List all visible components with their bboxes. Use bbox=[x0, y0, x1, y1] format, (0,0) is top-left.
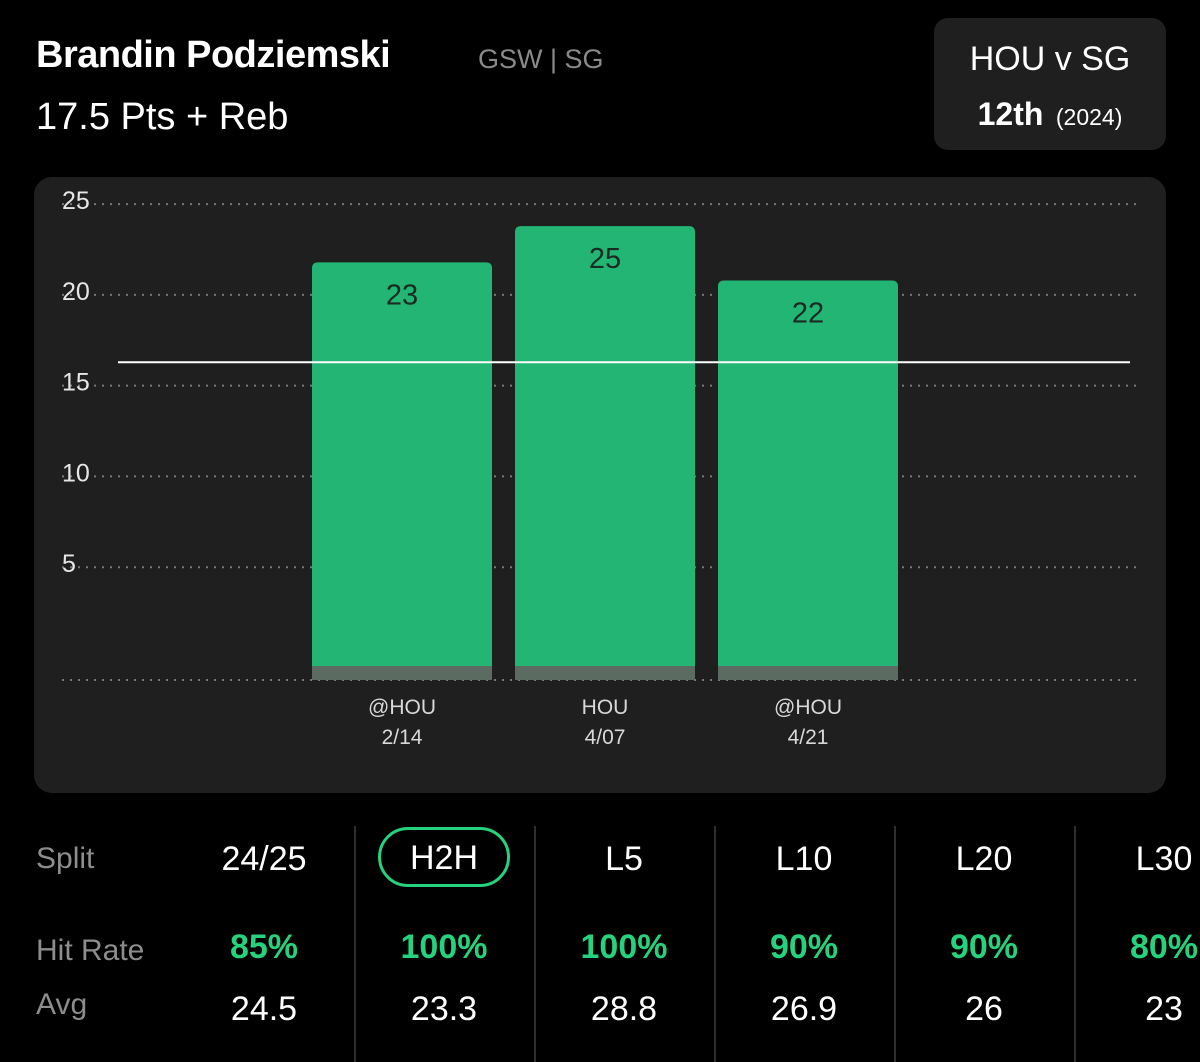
column-divider bbox=[354, 826, 356, 1062]
bar-2 bbox=[515, 226, 695, 680]
split-column-l20[interactable]: L20 90% 26 bbox=[894, 820, 1074, 1062]
split-column-2425[interactable]: 24/25 85% 24.5 bbox=[174, 820, 354, 1062]
chart-panel: 5 10 15 20 25 23 @HOU 2/14 25 HOU 4/07 22 @HOU 4/21 bbox=[34, 177, 1166, 793]
split-tab[interactable]: 24/25 bbox=[221, 840, 307, 878]
avg-value: 24.5 bbox=[230, 990, 298, 1028]
y-tick-label-10: 10 bbox=[62, 459, 90, 487]
avg-value: 23.3 bbox=[410, 990, 478, 1028]
bar-base-3 bbox=[718, 666, 898, 680]
prop-line: 17.5 Pts + Reb bbox=[36, 96, 289, 138]
avg-value: 28.8 bbox=[590, 990, 658, 1028]
x-label-opponent-3: @HOU bbox=[774, 696, 842, 719]
split-tab[interactable]: L30 bbox=[1135, 840, 1193, 878]
y-tick-label-15: 15 bbox=[62, 369, 90, 397]
split-tab[interactable]: L20 bbox=[955, 840, 1013, 878]
split-column-l10[interactable]: L10 90% 26.9 bbox=[714, 820, 894, 1062]
player-name[interactable]: Brandin Podziemski bbox=[36, 34, 391, 76]
matchup-card[interactable]: HOU v SG 12th (2024) bbox=[934, 18, 1166, 150]
x-label-date-2: 4/07 bbox=[585, 726, 626, 749]
matchup-season: (2024) bbox=[1055, 104, 1123, 130]
column-divider bbox=[894, 826, 896, 1062]
avg-value: 23 bbox=[1145, 990, 1183, 1028]
split-column-l30[interactable]: L30 80% 23 bbox=[1074, 820, 1200, 1062]
matchup-rank: 12th bbox=[977, 96, 1044, 132]
matchup-title: HOU v SG bbox=[969, 40, 1131, 78]
x-label-opponent-2: HOU bbox=[582, 696, 629, 719]
team-position: GSW | SG bbox=[478, 44, 604, 74]
split-column-h2h[interactable]: H2H 100% 23.3 bbox=[354, 820, 534, 1062]
bar-base-1 bbox=[312, 666, 492, 680]
hit-rate-value: 100% bbox=[580, 928, 668, 966]
split-tab-selected[interactable]: H2H bbox=[378, 827, 510, 887]
hit-rate-value: 80% bbox=[1129, 928, 1199, 966]
bar-1 bbox=[312, 262, 492, 680]
data-label-1: 23 bbox=[386, 279, 418, 311]
split-column-l5[interactable]: L5 100% 28.8 bbox=[534, 820, 714, 1062]
y-tick-label-25: 25 bbox=[62, 187, 90, 215]
column-divider bbox=[1074, 826, 1076, 1062]
bar-3 bbox=[718, 280, 898, 680]
split-row-label: Split bbox=[36, 842, 95, 875]
bar-base-2 bbox=[515, 666, 695, 680]
avg-value: 26.9 bbox=[770, 990, 838, 1028]
y-tick-label-5: 5 bbox=[62, 550, 76, 578]
hit-rate-value: 90% bbox=[949, 928, 1019, 966]
split-tab[interactable]: L5 bbox=[605, 840, 643, 878]
hit-rate-value: 90% bbox=[769, 928, 839, 966]
x-label-date-3: 4/21 bbox=[788, 726, 829, 749]
avg-value: 26 bbox=[965, 990, 1003, 1028]
hit-rate-row-label: Hit Rate bbox=[36, 934, 145, 967]
x-label-opponent-1: @HOU bbox=[368, 696, 436, 719]
y-tick-label-20: 20 bbox=[62, 278, 90, 306]
column-divider bbox=[714, 826, 716, 1062]
data-label-3: 22 bbox=[792, 298, 824, 330]
avg-row-label: Avg bbox=[36, 988, 88, 1021]
x-label-date-1: 2/14 bbox=[382, 726, 423, 749]
split-tab[interactable]: L10 bbox=[775, 840, 833, 878]
hit-rate-value: 85% bbox=[229, 928, 299, 966]
split-stats-table: Split Hit Rate Avg 24/25 85% 24.5 H2H 100% 23… bbox=[0, 820, 1200, 1062]
data-label-2: 25 bbox=[589, 243, 621, 275]
hit-rate-value: 100% bbox=[400, 928, 488, 966]
matchup-rank-row: 12th (2024) bbox=[934, 96, 1166, 133]
column-divider bbox=[534, 826, 536, 1062]
bar-chart: 5 10 15 20 25 23 @HOU 2/14 25 HOU 4/07 22 @HOU 4/21 bbox=[62, 187, 1138, 749]
